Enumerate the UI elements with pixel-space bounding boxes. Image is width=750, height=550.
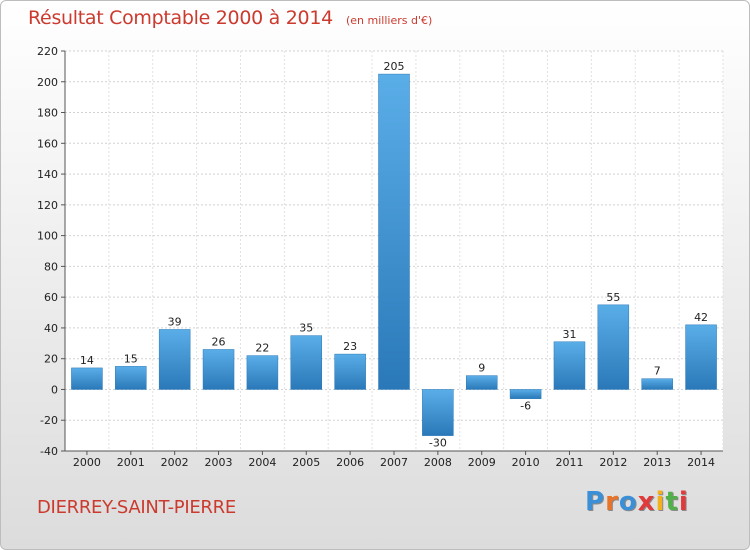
data-label: 15	[124, 352, 138, 365]
x-tick-label: 2008	[424, 456, 452, 469]
x-tick-label: 2005	[292, 456, 320, 469]
y-tick-label: 140	[37, 168, 58, 181]
proxiti-logo: Proxiti	[585, 487, 689, 517]
bar-2007	[378, 73, 410, 390]
data-label: 39	[168, 315, 182, 328]
y-tick-label: 20	[44, 353, 58, 366]
bar-2014	[685, 324, 717, 390]
x-tick-label: 2000	[73, 456, 101, 469]
y-tick-label: 80	[44, 260, 58, 273]
y-tick-label: 180	[37, 107, 58, 120]
x-tick-label: 2007	[380, 456, 408, 469]
bar-2009	[465, 375, 498, 390]
logo-letter: i	[655, 487, 666, 517]
y-tick-label: 100	[37, 230, 58, 243]
y-tick-label: -20	[40, 414, 58, 427]
logo-letter: P	[585, 487, 606, 517]
x-tick-label: 2013	[643, 456, 671, 469]
y-tick-label: 220	[37, 45, 58, 58]
x-tick-label: 2009	[468, 456, 496, 469]
x-tick-label: 2014	[687, 456, 715, 469]
data-label: 7	[654, 365, 661, 378]
x-tick-label: 2011	[555, 456, 583, 469]
y-tick-label: 200	[37, 76, 58, 89]
data-label: 55	[606, 291, 620, 304]
data-label: 205	[384, 60, 405, 73]
bar-2013	[641, 378, 673, 390]
data-label: -30	[429, 437, 447, 450]
x-tick-label: 2010	[512, 456, 540, 469]
y-tick-label: -40	[40, 445, 58, 458]
bar-2011	[553, 341, 586, 390]
chart-title: Résultat Comptable 2000 à 2014	[28, 7, 333, 29]
bar-2005	[290, 335, 323, 390]
bar-layer	[71, 73, 717, 436]
bar-2001	[115, 366, 147, 390]
data-label: 9	[478, 362, 485, 375]
label-layer: 14 15 39 26 22 35 23 205 -30 9 -6 31 55 7 42	[80, 60, 708, 450]
bar-2008	[422, 389, 454, 436]
data-label: 35	[299, 322, 313, 335]
chart-title-row: Résultat Comptable 2000 à 2014 (en milli…	[28, 7, 432, 29]
logo-letter: t	[665, 487, 679, 517]
x-tick-label: 2002	[161, 456, 189, 469]
chart-unit: (en milliers d'€)	[345, 14, 433, 27]
data-label: 22	[255, 342, 269, 355]
y-tick-label: 40	[44, 322, 58, 335]
x-tick-label: 2006	[336, 456, 364, 469]
x-tick-label: 2001	[117, 456, 145, 469]
y-tick-label: 160	[37, 137, 58, 150]
data-label: 23	[343, 340, 357, 353]
data-label: 42	[694, 311, 708, 324]
x-tick-label: 2004	[248, 456, 276, 469]
x-tick-label: 2003	[205, 456, 233, 469]
y-tick-label: 120	[37, 199, 58, 212]
bar-2012	[597, 304, 630, 390]
logo-letter: i	[678, 487, 689, 517]
logo-letter: r	[605, 487, 619, 517]
y-tick-label: 0	[51, 383, 58, 396]
x-tick-label: 2012	[599, 456, 627, 469]
bar-2003	[202, 349, 235, 390]
data-label: 26	[212, 335, 226, 348]
data-label: 14	[80, 354, 94, 367]
data-label: -6	[520, 400, 531, 413]
bar-2010	[509, 389, 542, 399]
commune-name: DIERREY-SAINT-PIERRE	[37, 497, 236, 518]
data-label: 31	[562, 328, 576, 341]
bar-2004	[246, 355, 279, 390]
y-tick-label: 60	[44, 291, 58, 304]
axis-layer: -40 -20 0 20 40 60 80 100 120 140 160 180 200 220 2000…	[37, 45, 723, 469]
bar-2000	[71, 367, 103, 390]
logo-letter: x	[637, 487, 656, 517]
logo-letter: o	[618, 487, 638, 517]
bar-2002	[158, 329, 191, 390]
bar-2006	[334, 353, 366, 390]
